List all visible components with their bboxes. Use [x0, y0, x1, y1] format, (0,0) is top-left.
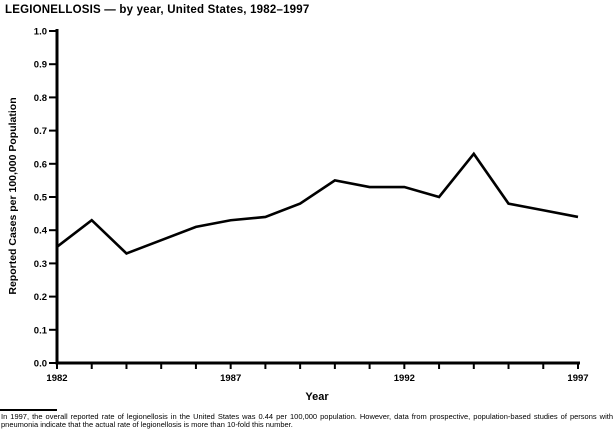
- x-tick-label: 1997: [567, 373, 588, 384]
- x-tick-label: 1992: [394, 373, 415, 384]
- x-tick-label: 1987: [220, 373, 241, 384]
- y-tick-label: 0.7: [34, 126, 47, 137]
- y-tick-label: 1.0: [34, 27, 47, 38]
- y-tick-label: 0.1: [34, 325, 48, 336]
- y-tick-label: 0.6: [34, 159, 47, 170]
- y-tick-label: 0.5: [34, 193, 48, 204]
- footnote-rule: [0, 409, 57, 411]
- y-tick-label: 0.3: [34, 259, 47, 270]
- chart-title: LEGIONELLOSIS — by year, United States, …: [5, 4, 310, 16]
- y-tick-label: 0.8: [34, 93, 47, 104]
- y-tick-label: 0.4: [34, 226, 48, 237]
- y-tick-label: 0.9: [34, 60, 47, 71]
- x-tick-label: 1982: [46, 373, 67, 384]
- x-axis-label: Year: [305, 391, 329, 403]
- line-chart: 0.0 0.1 0.2 0.3 0.4 0.5 0.6 0.7 0.8 0.9 1.0 1982 198…: [34, 27, 589, 385]
- footnote-text: In 1997, the overall reported rate of le…: [1, 412, 613, 429]
- y-tick-label: 0.0: [34, 359, 47, 370]
- data-line: [56, 151, 579, 255]
- y-tick-label: 0.2: [34, 292, 47, 303]
